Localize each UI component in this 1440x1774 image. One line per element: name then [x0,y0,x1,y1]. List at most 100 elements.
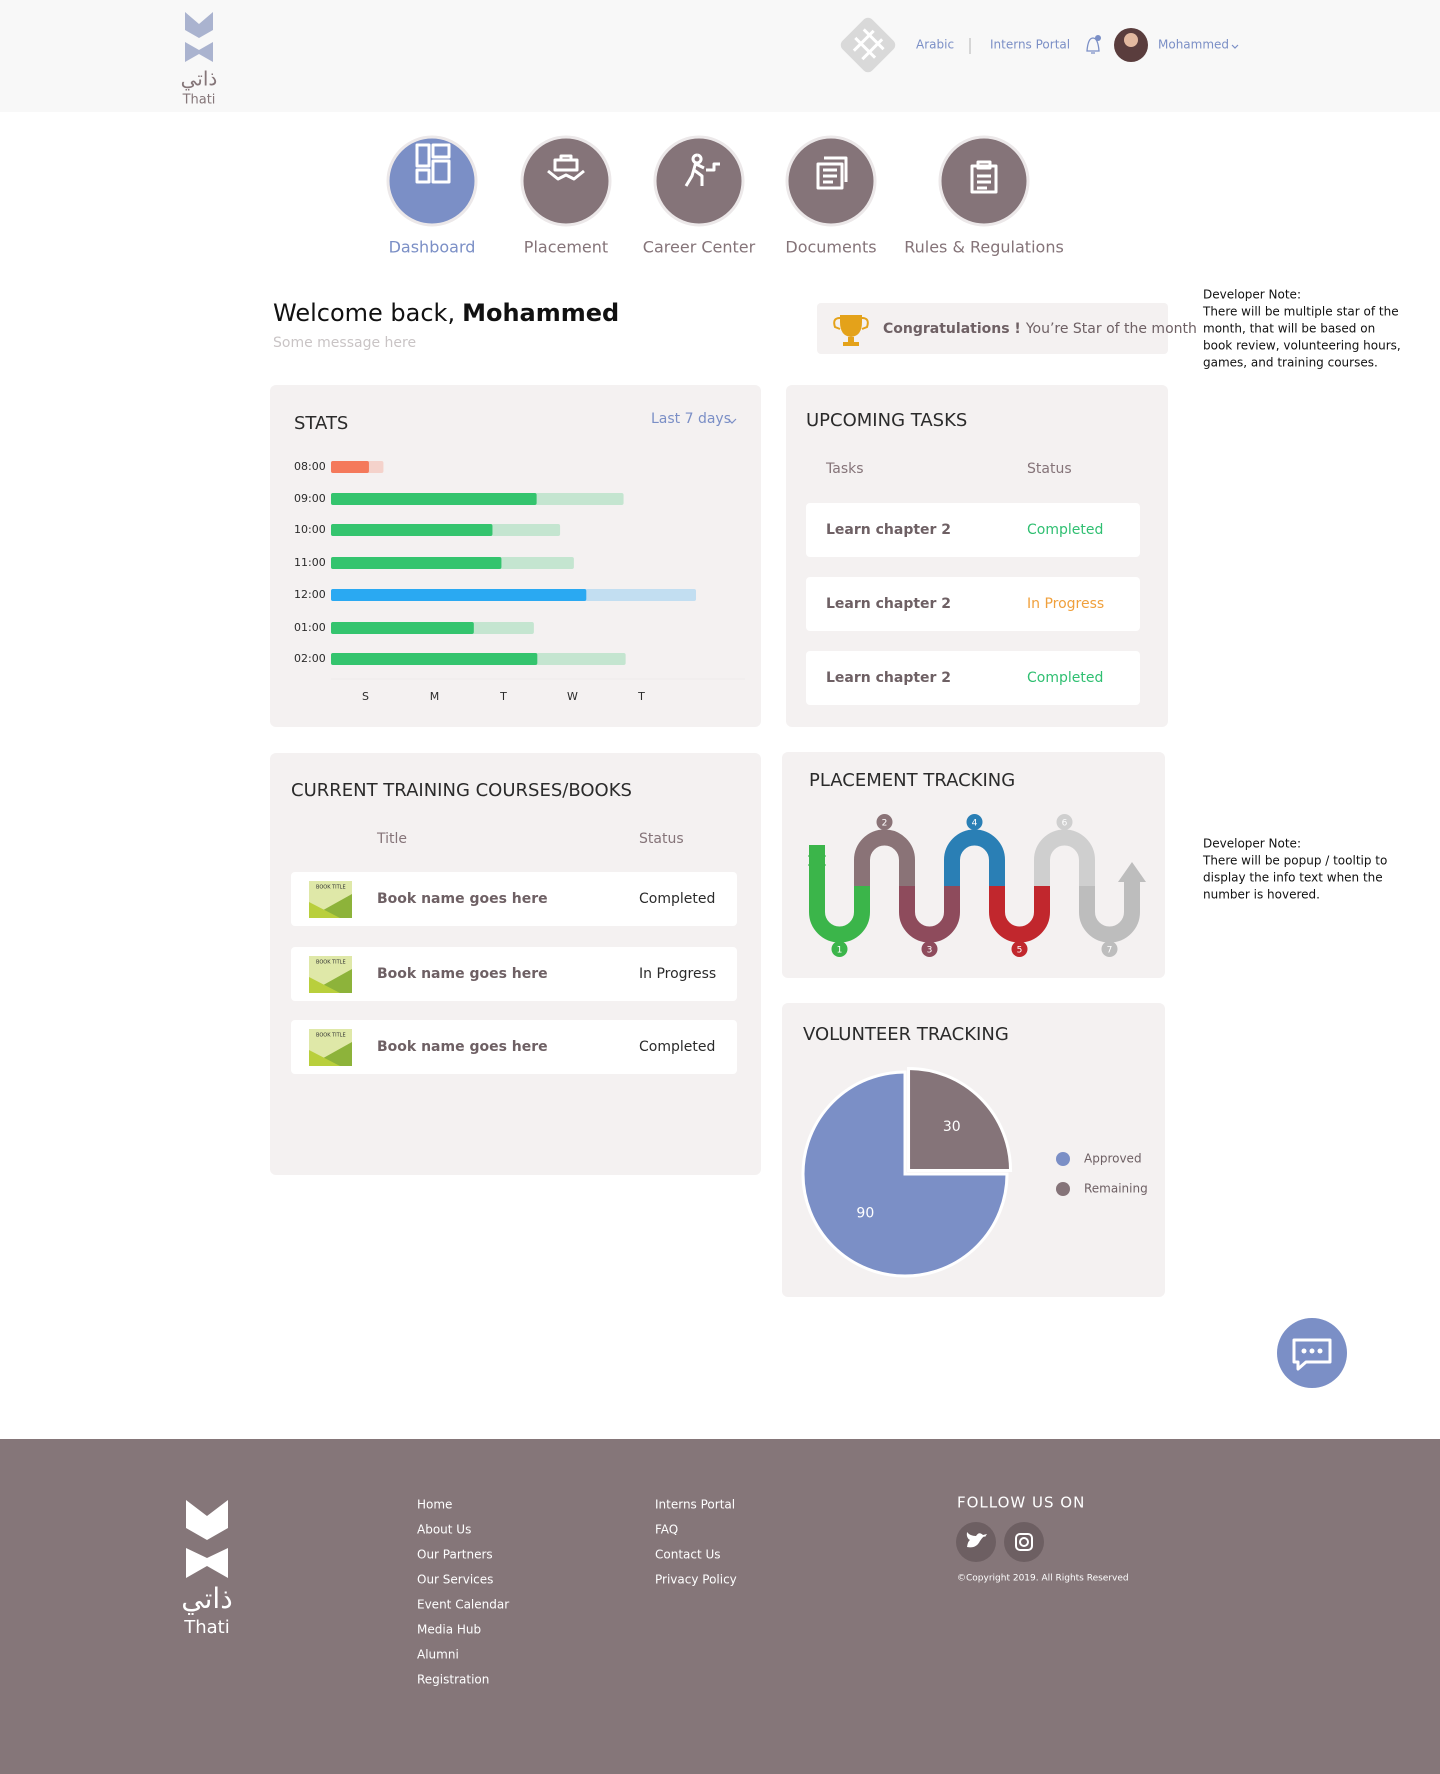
range-filter[interactable]: Last 7 days [651,411,731,427]
step-number[interactable]: 4 [972,819,978,829]
chevron[interactable] [727,418,737,424]
step-badge[interactable] [1056,814,1073,830]
y-tick-label: 12:00 [294,588,326,601]
nav-icon-circle[interactable] [653,135,745,227]
header-link[interactable]: Interns Portal [990,38,1070,52]
footer-link[interactable]: Home [417,1498,452,1512]
task-row [806,577,1140,631]
footer-link[interactable]: Contact Us [655,1548,721,1562]
column-header: Status [639,831,684,847]
step-badge[interactable] [921,941,938,957]
step-badge[interactable] [1101,941,1118,957]
y-tick-label: 02:00 [294,652,326,665]
footer-link[interactable]: Our Partners [417,1548,493,1562]
bar [331,589,587,601]
bar [331,461,369,473]
footer-link[interactable]: Our Services [417,1573,493,1587]
legend-dot [1056,1182,1070,1196]
card-title: CURRENT TRAINING COURSES/BOOKS [291,780,632,801]
logo-mark [185,12,213,62]
task-status: Completed [1027,670,1103,686]
track-segment [944,829,1005,886]
bar [331,493,537,505]
nav-label[interactable]: Documents [785,238,876,257]
trophy-icon [833,315,869,346]
book-art [309,977,340,993]
nav-icon [970,160,998,194]
nav-label[interactable]: Career Center [643,238,756,257]
book-art [309,1050,340,1066]
footer-link[interactable]: Media Hub [417,1623,481,1637]
x-tick-label: S [362,690,369,703]
logo-text: Thati [182,93,216,108]
welcome-message: Some message here [273,335,416,351]
step-number[interactable]: 5 [1017,946,1023,956]
nav-label[interactable]: Rules & Regulations [904,238,1064,257]
x-tick-label: M [430,690,440,703]
step-badge[interactable] [1011,941,1028,957]
y-tick-label: 08:00 [294,460,326,473]
course-name: Book name goes here [377,891,548,907]
book-thumbnail-label: BOOK TITLE [316,1033,346,1039]
note-line: display the info text when the [1203,871,1383,885]
footer-link[interactable]: Alumni [417,1648,459,1662]
chevron[interactable] [1231,44,1239,49]
nav-label[interactable]: Dashboard [389,238,476,257]
track-segment [1034,829,1095,886]
step-badge[interactable] [876,814,893,830]
course-name: Book name goes here [377,1039,548,1055]
step-badge[interactable] [831,941,848,957]
step-number[interactable]: 3 [927,946,933,956]
task-status: Completed [1027,522,1103,538]
y-tick-label: 10:00 [294,523,326,536]
y-tick-label: 01:00 [294,621,326,634]
slice-label: 30 [943,1119,961,1135]
footer-link[interactable]: Registration [417,1673,489,1687]
course-status: In Progress [639,966,716,982]
footer-link[interactable]: FAQ [655,1523,678,1537]
slice-label: 90 [856,1206,874,1222]
book-thumbnail-label: BOOK TITLE [316,885,346,891]
instagram-icon [1015,1533,1033,1551]
task-name: Learn chapter 2 [826,670,951,686]
bell-icon[interactable] [1086,37,1100,54]
step-number[interactable]: 6 [1062,819,1068,829]
book-art [309,902,340,918]
follow-title: FOLLOW US ON [957,1494,1085,1512]
header-link[interactable]: Arabic [916,38,954,52]
legend-label: Approved [1084,1152,1142,1166]
step-number[interactable]: 1 [837,946,843,956]
track-arrow [1118,862,1146,882]
x-tick-label: T [637,690,645,703]
bar [331,557,502,569]
step-number[interactable]: 7 [1107,946,1113,956]
task-row [806,651,1140,705]
step-number[interactable]: 2 [882,819,888,829]
footer-link[interactable]: Interns Portal [655,1498,735,1512]
nav-icon [547,154,585,181]
welcome: Welcome back, Mohammed [273,299,619,327]
footer-link[interactable]: Event Calendar [417,1598,509,1612]
track-chevrons [807,853,827,875]
instagram-button[interactable] [1004,1522,1044,1562]
pie-slice [801,1070,1009,1278]
book-thumbnail-label: BOOK TITLE [316,960,346,966]
chat-icon [1292,1338,1332,1371]
nav-icon-circle[interactable] [520,135,612,227]
note-line: number is hovered. [1203,888,1320,902]
step-badge[interactable] [966,814,983,830]
pie-slice [907,1066,1013,1172]
user-name[interactable]: Mohammed [1158,38,1229,52]
x-tick-label: T [499,690,507,703]
course-row [291,872,737,926]
nav-icon [684,153,720,187]
legend-label: Remaining [1084,1182,1148,1196]
footer-link[interactable]: Privacy Policy [655,1573,737,1587]
nav-label[interactable]: Placement [524,238,608,257]
header-bar [0,0,1440,112]
task-row [806,503,1140,557]
footer-link[interactable]: About Us [417,1523,471,1537]
y-tick-label: 09:00 [294,492,326,505]
